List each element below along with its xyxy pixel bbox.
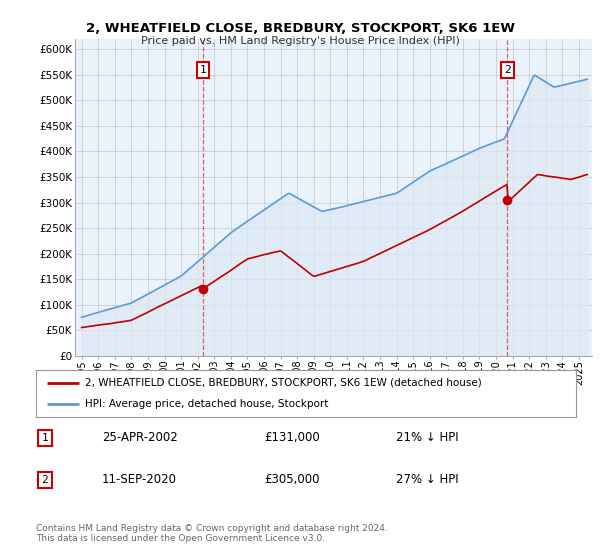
Text: 2: 2 — [504, 65, 511, 75]
Text: 2: 2 — [41, 475, 49, 485]
Text: 2, WHEATFIELD CLOSE, BREDBURY, STOCKPORT, SK6 1EW: 2, WHEATFIELD CLOSE, BREDBURY, STOCKPORT… — [86, 22, 515, 35]
Text: 27% ↓ HPI: 27% ↓ HPI — [396, 473, 458, 487]
Text: Price paid vs. HM Land Registry's House Price Index (HPI): Price paid vs. HM Land Registry's House … — [140, 36, 460, 46]
Text: HPI: Average price, detached house, Stockport: HPI: Average price, detached house, Stoc… — [85, 399, 328, 409]
Text: 1: 1 — [41, 433, 49, 443]
Text: 11-SEP-2020: 11-SEP-2020 — [102, 473, 177, 487]
Text: £305,000: £305,000 — [264, 473, 320, 487]
Text: 1: 1 — [200, 65, 206, 75]
Text: £131,000: £131,000 — [264, 431, 320, 445]
Text: 21% ↓ HPI: 21% ↓ HPI — [396, 431, 458, 445]
Text: 25-APR-2002: 25-APR-2002 — [102, 431, 178, 445]
Text: 2, WHEATFIELD CLOSE, BREDBURY, STOCKPORT, SK6 1EW (detached house): 2, WHEATFIELD CLOSE, BREDBURY, STOCKPORT… — [85, 378, 481, 388]
Text: Contains HM Land Registry data © Crown copyright and database right 2024.
This d: Contains HM Land Registry data © Crown c… — [36, 524, 388, 543]
